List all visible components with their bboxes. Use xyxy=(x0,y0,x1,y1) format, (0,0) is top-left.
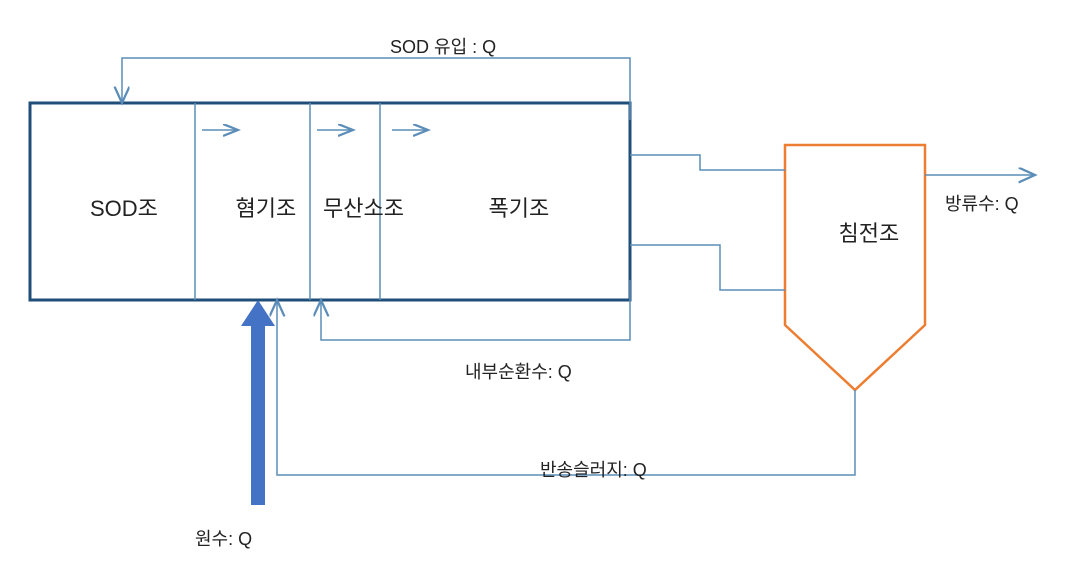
return-sludge-label: 반송슬러지: Q xyxy=(540,456,647,482)
raw-inflow-head xyxy=(241,300,275,326)
sod-recycle-line xyxy=(122,58,630,120)
settler-label: 침전조 xyxy=(839,216,900,248)
internal-recycle-label: 내부순환수: Q xyxy=(465,358,572,384)
effluent-label: 방류수: Q xyxy=(945,190,1019,216)
sod-recycle-label: SOD 유입 : Q xyxy=(390,33,496,59)
reactor-to-settler-bottom xyxy=(630,245,785,290)
raw-inflow-shaft xyxy=(251,326,265,505)
tank-anox-label: 무산소조 xyxy=(323,191,404,223)
return-sludge-line xyxy=(277,300,855,475)
reactor-to-settler-top xyxy=(630,155,785,170)
tank-sod-label: SOD조 xyxy=(90,191,158,223)
raw-inflow-label: 원수: Q xyxy=(195,525,252,551)
tank-anaer-label: 혐기조 xyxy=(236,191,297,223)
settler-tank xyxy=(785,145,925,390)
tank-aer-label: 폭기조 xyxy=(489,191,550,223)
internal-recycle-line xyxy=(321,280,630,340)
